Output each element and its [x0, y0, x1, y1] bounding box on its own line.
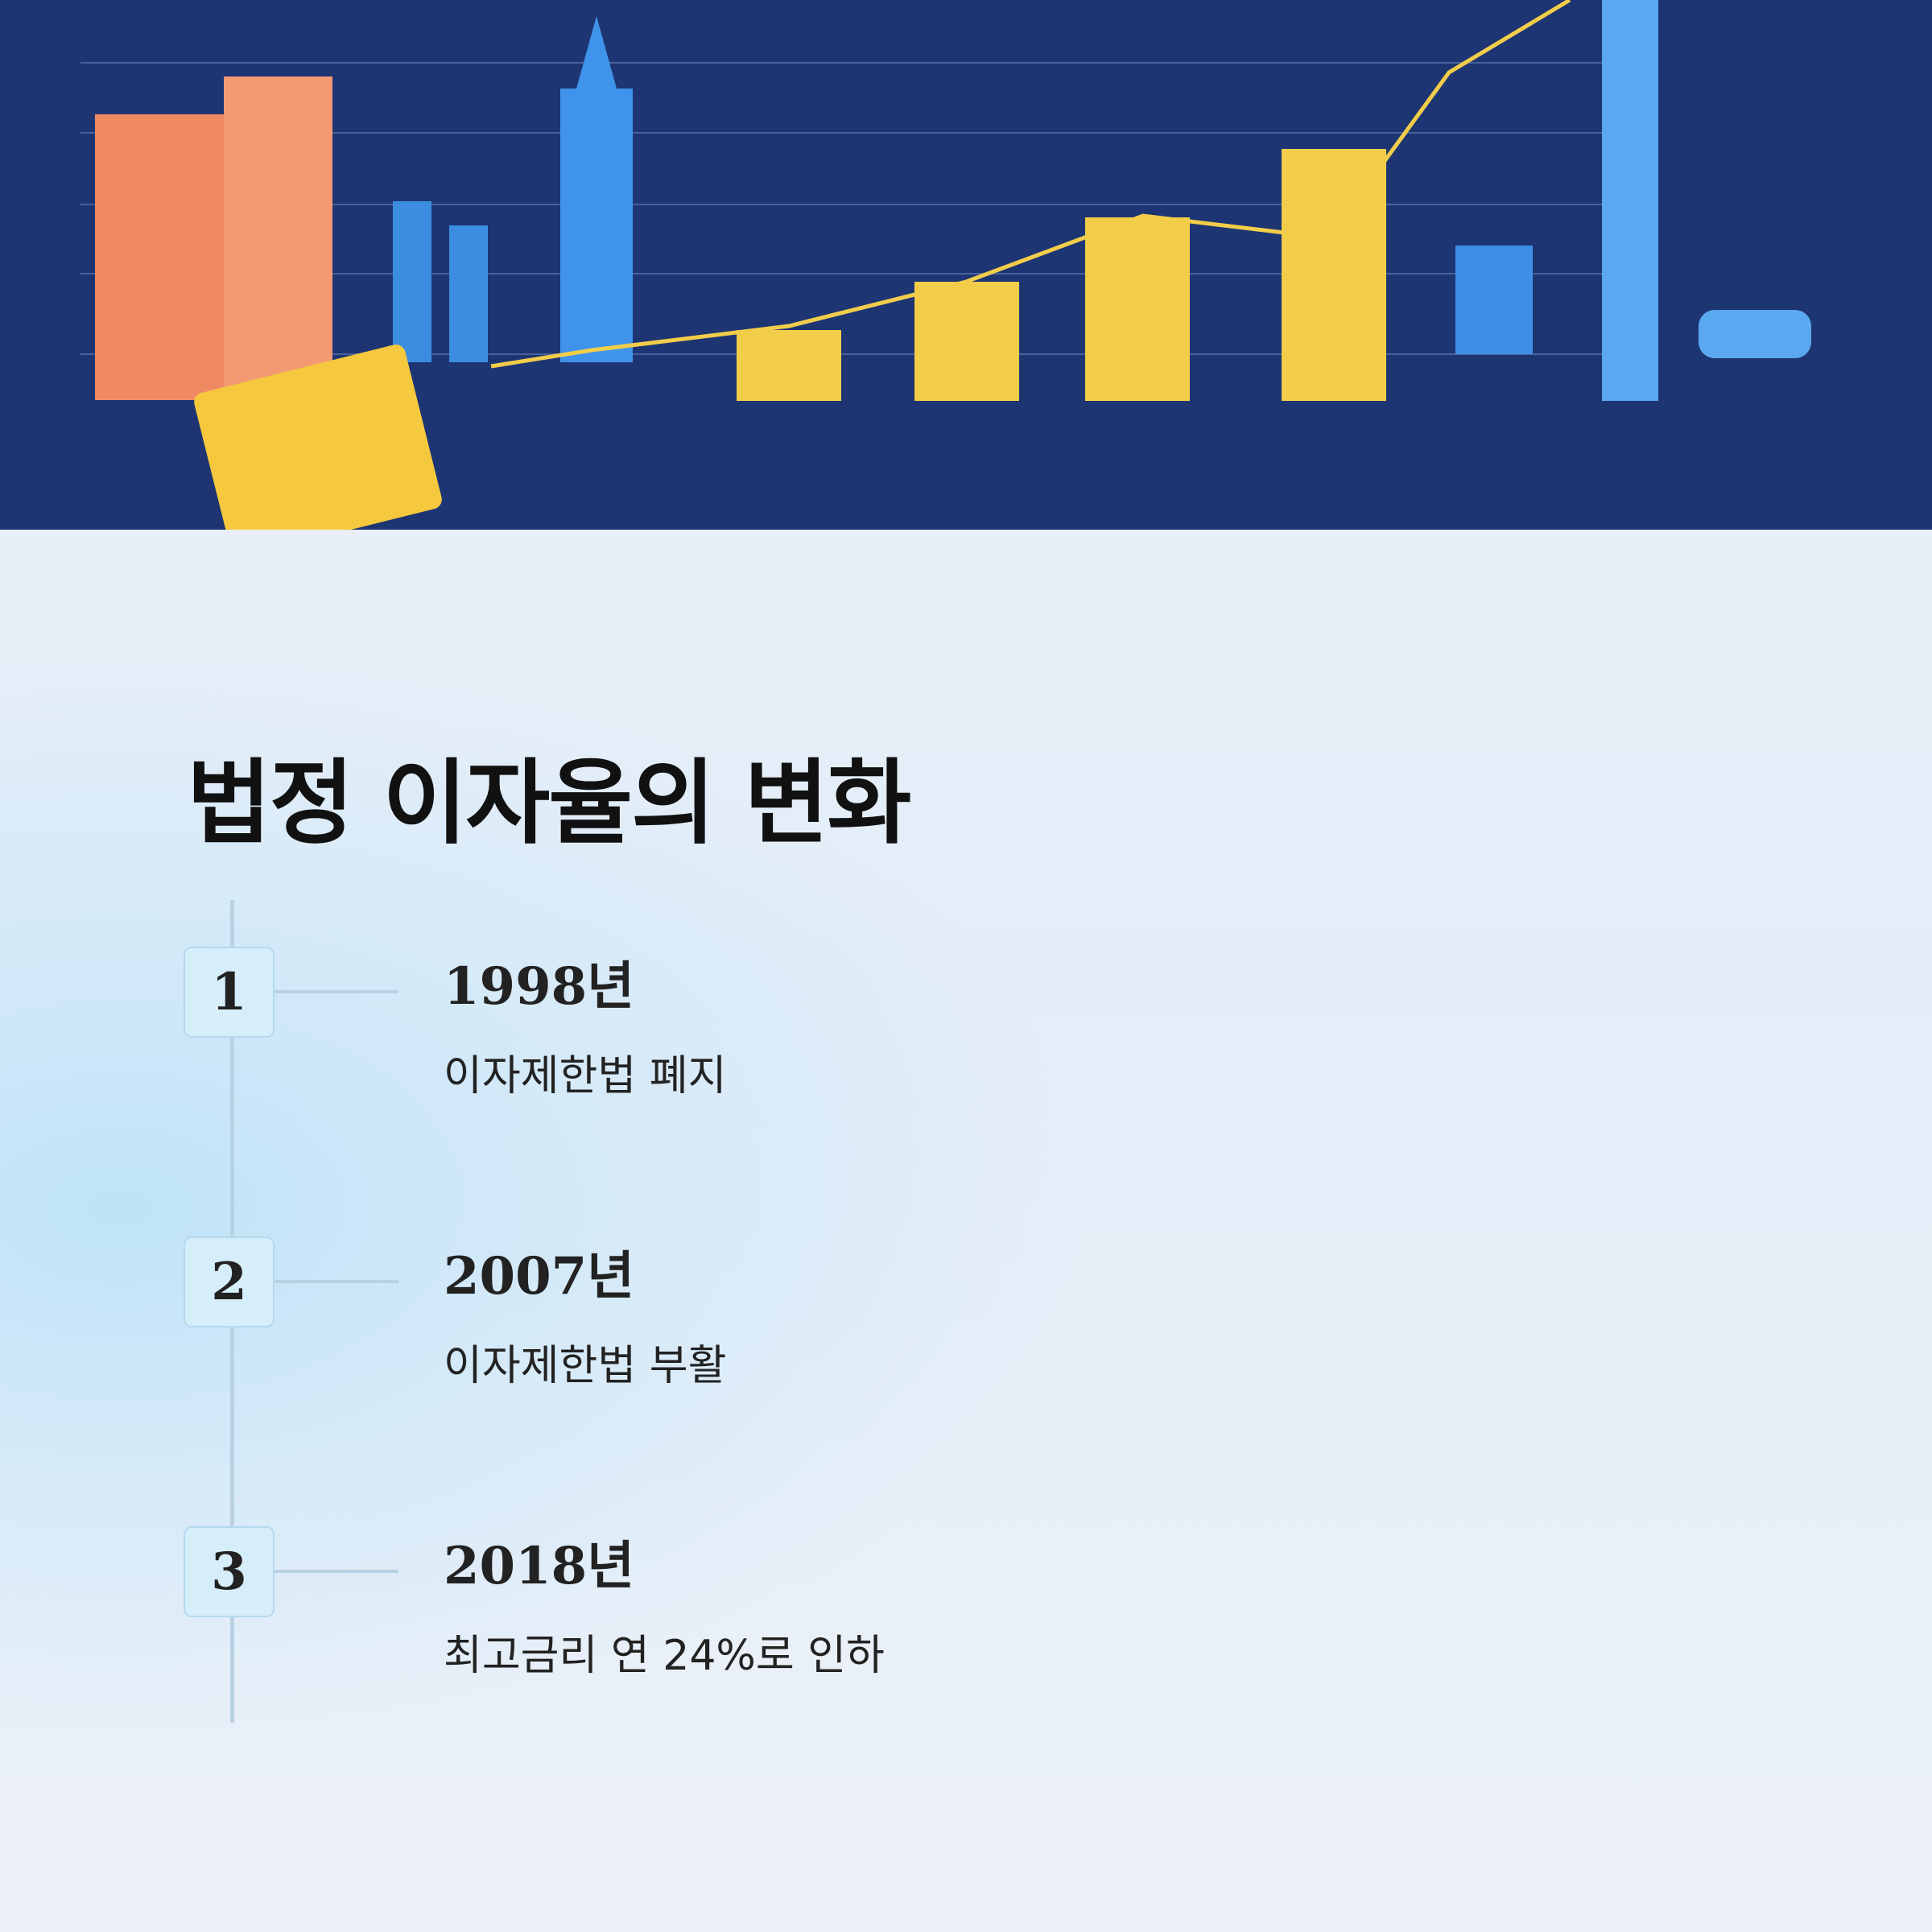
- step-year: 2007년: [444, 1246, 635, 1307]
- step-description: 최고금리 연 24%로 인하: [444, 1632, 885, 1680]
- connector: [275, 990, 398, 993]
- step-number: 2: [184, 1236, 275, 1327]
- step-year: 2018년: [444, 1536, 635, 1596]
- step-number: 1: [184, 947, 275, 1038]
- step-number: 3: [184, 1526, 275, 1617]
- banner-illustration: [0, 0, 1932, 530]
- step-description: 이자제한법 부활: [444, 1342, 727, 1390]
- connector: [275, 1280, 398, 1283]
- connector: [275, 1570, 398, 1573]
- step-description: 이자제한법 폐지: [444, 1052, 727, 1100]
- step-year: 1998년: [444, 956, 635, 1017]
- slide-title: 법정 이자율의 변화: [187, 749, 911, 857]
